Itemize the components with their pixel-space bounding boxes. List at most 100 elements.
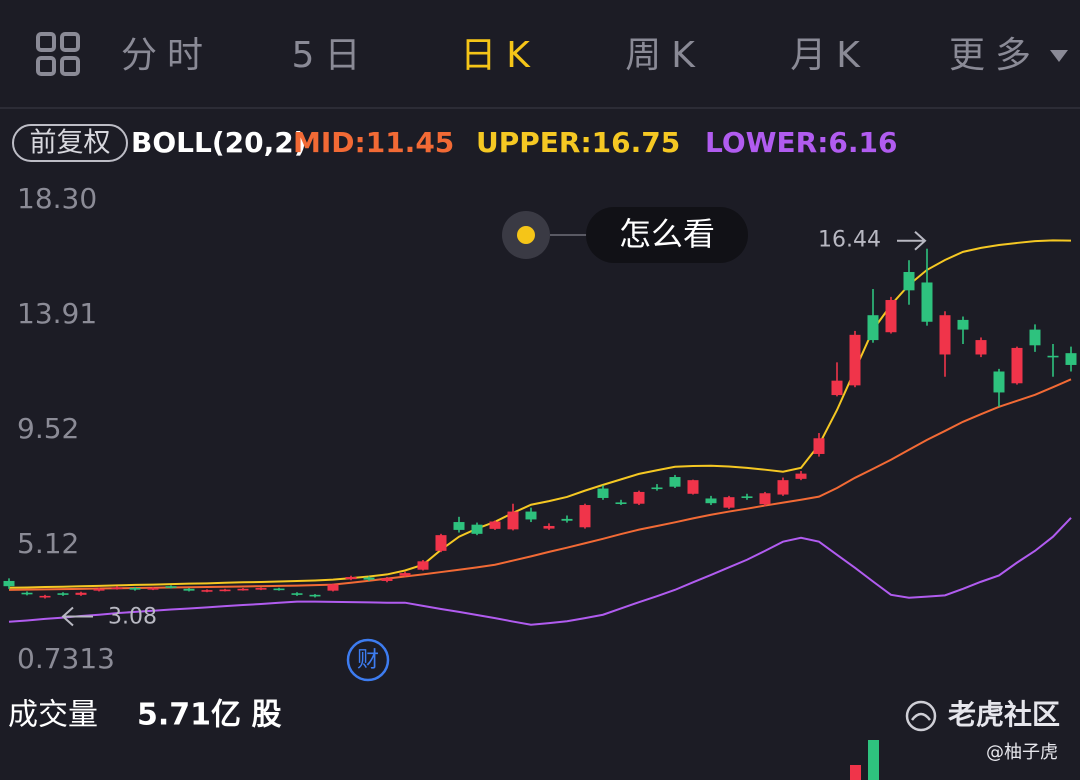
tab[interactable]: 周K: [625, 35, 705, 76]
tab[interactable]: 日K: [460, 35, 540, 76]
candle-body: [957, 319, 969, 330]
high-label: 16.44: [818, 228, 881, 253]
event-circle: [346, 638, 390, 682]
candle-body: [921, 282, 933, 322]
candle-body: [201, 590, 213, 592]
candle-body: [615, 502, 627, 505]
volume-value: 5.71亿 股: [137, 698, 281, 733]
tab[interactable]: 月K: [790, 35, 870, 76]
boll-line: [8, 378, 1072, 591]
legend-entry: MID:11.45: [293, 126, 454, 159]
candle-body: [309, 594, 321, 597]
tab[interactable]: 更多: [949, 35, 1041, 76]
candle-body: [507, 511, 519, 530]
tab[interactable]: 5日: [292, 35, 371, 76]
logo-stroke: [911, 712, 931, 721]
icon-cell: [60, 32, 80, 52]
candle-body: [939, 315, 951, 355]
candle-body: [831, 380, 843, 396]
candle-body: [93, 588, 105, 591]
layout-icon[interactable]: [36, 32, 80, 76]
candle-body: [399, 573, 411, 576]
candle-body: [795, 473, 807, 479]
candle-body: [75, 592, 87, 595]
candle-body: [1047, 355, 1059, 358]
watermark: 老虎社区: [948, 698, 1060, 731]
candle-body: [489, 521, 501, 529]
candle-body: [453, 522, 465, 530]
adjust-badge[interactable]: [12, 124, 128, 162]
icon-cell: [36, 56, 56, 76]
candle-body: [597, 488, 609, 498]
candle-body: [435, 535, 447, 551]
candle-body: [57, 593, 69, 595]
candle-body: [1011, 347, 1023, 384]
guide-dot: [517, 226, 535, 244]
candle-body: [1029, 329, 1041, 346]
icon-cell: [36, 32, 56, 52]
candle-body: [417, 561, 429, 570]
watermark-logo: [905, 700, 937, 732]
event-text: 财: [357, 648, 379, 673]
candle-body: [993, 371, 1005, 393]
candle-body: [867, 315, 879, 341]
volume-bar-partial: [868, 740, 879, 780]
candle-body: [39, 595, 51, 598]
candle-body: [363, 577, 375, 580]
y-tick-label: 13.91: [17, 297, 97, 330]
candle-body: [129, 588, 141, 590]
candle-body: [345, 577, 357, 580]
candle-body: [381, 578, 393, 581]
volume-label: 成交量: [8, 698, 98, 733]
event-icon[interactable]: 财: [346, 638, 390, 682]
candle-body: [813, 438, 825, 454]
candle-body: [21, 592, 33, 595]
guide-pill: [586, 207, 748, 263]
candle-body: [975, 340, 987, 355]
author: @柚子虎: [986, 742, 1058, 763]
y-tick-label: 18.30: [17, 182, 97, 215]
candle-body: [849, 334, 861, 386]
candle-body: [1065, 353, 1077, 365]
candle-body: [237, 588, 249, 591]
candle-body: [651, 487, 663, 490]
logo-circle: [905, 700, 937, 732]
guide-button[interactable]: 怎么看: [502, 207, 748, 263]
icon-cell: [60, 56, 80, 76]
candle-body: [669, 477, 681, 487]
candle-body: [723, 497, 735, 508]
low-label: 3.08: [108, 605, 157, 630]
adjust-label[interactable]: 前复权: [30, 128, 111, 159]
candle-body: [147, 588, 159, 590]
dropdown-caret: [1050, 50, 1068, 62]
candle-body: [255, 588, 267, 590]
candle-body: [741, 496, 753, 498]
candle-body: [525, 511, 537, 520]
legend-entry: UPPER:16.75: [476, 126, 680, 159]
candle-body: [885, 300, 897, 333]
guide-text: 怎么看: [619, 215, 715, 253]
candle-body: [705, 498, 717, 504]
candle-body: [579, 505, 591, 528]
candle-body: [633, 491, 645, 504]
legend-entry: LOWER:6.16: [705, 126, 898, 159]
candle-body: [561, 518, 573, 521]
candle-body: [3, 580, 15, 587]
y-tick-label: 0.7313: [17, 642, 115, 675]
candle-body: [291, 593, 303, 595]
candle-body: [543, 525, 555, 529]
high-arrow: [897, 230, 927, 251]
candle-body: [219, 589, 231, 592]
candle-body: [777, 480, 789, 495]
tab[interactable]: 分时: [121, 35, 213, 76]
candle-body: [165, 586, 177, 588]
volume-bar-partial: [850, 765, 861, 780]
candle-body: [687, 480, 699, 494]
candle-body: [759, 493, 771, 505]
candle-body: [471, 524, 483, 534]
candle-body: [327, 584, 339, 591]
candle-body: [111, 587, 123, 590]
